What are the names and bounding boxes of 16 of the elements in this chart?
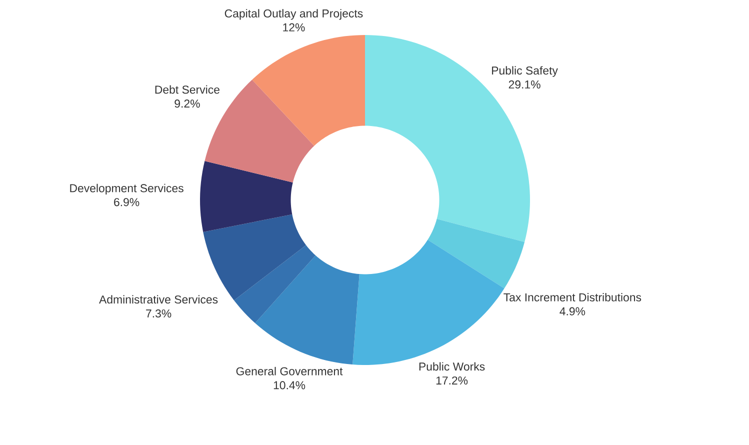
data-label: 10.4% [274, 381, 306, 390]
slice-label: Administrative Services [99, 295, 218, 304]
data-label: 7.3% [146, 309, 172, 318]
data-label: 4.9% [560, 307, 586, 316]
data-label: 9.2% [174, 100, 200, 108]
data-label: 17.2% [436, 376, 468, 385]
data-label: 29.1% [508, 80, 540, 89]
slice-label: Tax Increment Distributions [504, 293, 642, 302]
slice-label: Public Works [419, 362, 485, 371]
data-label: 12% [283, 23, 305, 32]
slice-label: Public Safety [492, 66, 558, 77]
slice-label: General Government [236, 366, 343, 376]
slice-label: Debt Service [155, 85, 220, 94]
slice-label: Capital Outlay and Projects [224, 9, 363, 20]
data-label: 6.9% [114, 198, 140, 206]
slice-label: Development Services [70, 184, 184, 195]
